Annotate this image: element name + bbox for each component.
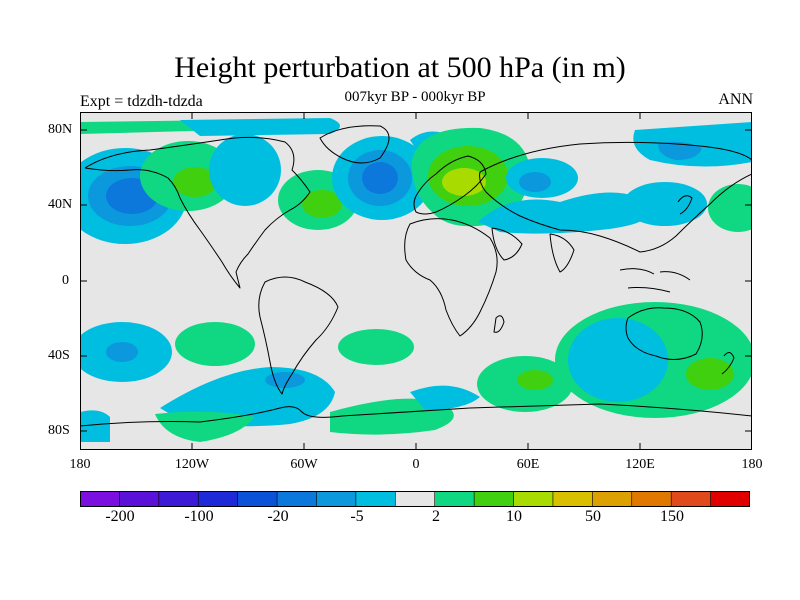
contour-fill	[175, 322, 255, 366]
contour-fill	[302, 190, 342, 218]
colorbar	[80, 491, 750, 507]
colorbar-label: -100	[184, 508, 214, 525]
contour-fill	[106, 342, 138, 362]
colorbar-swatch	[513, 491, 554, 507]
lat-label: 40N	[48, 197, 73, 212]
contour-fill	[478, 192, 652, 234]
colorbar-label: 2	[432, 508, 440, 525]
colorbar-swatch	[710, 491, 750, 507]
colorbar-swatch	[80, 491, 121, 507]
plot-title: Height perturbation at 500 hPa (in m)	[174, 51, 626, 84]
coastline-north-america	[84, 136, 311, 289]
colorbar-swatch	[434, 491, 475, 507]
coastline-new-zealand	[721, 352, 735, 375]
lat-label: 80N	[48, 122, 73, 137]
contour-fill	[180, 118, 340, 136]
contour-fill	[442, 168, 486, 196]
contour-fill	[410, 385, 480, 410]
coastline-madagascar	[493, 315, 505, 333]
colorbar-swatch	[552, 491, 593, 507]
contour-fill	[517, 370, 553, 390]
contour-fill	[658, 141, 702, 160]
coastline-arabia	[491, 227, 523, 261]
lon-label: 0	[412, 457, 420, 472]
colorbar-swatch	[473, 491, 515, 507]
colorbar-label: 50	[585, 508, 601, 525]
coastline-australia	[625, 307, 703, 360]
coastline-japan	[677, 195, 693, 215]
contour-fill	[686, 358, 734, 390]
colorbar-swatch	[276, 491, 318, 507]
lon-label: 60W	[290, 457, 318, 472]
colorbar-swatch	[158, 491, 199, 507]
colorbar-label: -20	[267, 508, 289, 525]
contour-fill	[173, 167, 217, 197]
colorbar-label: -5	[350, 508, 364, 525]
contour-fill	[80, 410, 110, 442]
lat-label: 80S	[48, 423, 70, 438]
colorbar-swatch	[316, 491, 357, 507]
colorbar-frame	[80, 491, 750, 507]
contour-fill	[155, 411, 255, 442]
contour-fill	[362, 162, 398, 194]
plot-subtitle: 007kyr BP - 000kyr BP	[344, 89, 486, 105]
colorbar-label: -200	[105, 508, 135, 525]
contour-fill	[633, 122, 752, 167]
coastline-antarctica	[80, 403, 752, 427]
colorbar-swatch	[119, 491, 160, 507]
lat-label: 40S	[48, 348, 70, 363]
colorbar-swatches	[80, 491, 750, 507]
contour-fill	[209, 134, 281, 206]
contour-fill	[519, 172, 551, 192]
colorbar-label: 10	[506, 508, 522, 525]
colorbar-swatch	[237, 491, 278, 507]
lon-label: 120W	[174, 457, 210, 472]
coastline-india	[549, 233, 575, 273]
lon-label: 60E	[516, 457, 540, 472]
coastline-africa	[404, 218, 498, 337]
colorbar-swatch	[592, 491, 633, 507]
contour-fill	[330, 398, 454, 435]
colorbar-swatch	[631, 491, 672, 507]
lon-label: 120E	[625, 457, 655, 472]
coastlines	[80, 125, 752, 427]
contour-fill	[265, 372, 305, 388]
coastline-south-america	[258, 276, 339, 395]
colorbar-swatch	[394, 491, 436, 507]
coastline-asia	[479, 141, 752, 253]
contour-fill	[338, 329, 414, 365]
map-panel	[80, 112, 752, 450]
colorbar-swatch	[197, 491, 239, 507]
contour-fill	[568, 318, 668, 402]
lat-label: 0	[62, 273, 69, 288]
anomaly-field	[80, 118, 752, 442]
colorbar-label: 150	[660, 508, 684, 525]
lon-label: 180	[69, 457, 91, 472]
coastline-europe	[413, 155, 487, 215]
coastline-greenland	[319, 125, 390, 164]
experiment-label: Expt = tdzdh-tdzda	[80, 93, 203, 110]
lon-label: 180	[741, 457, 763, 472]
coastline-indonesia	[619, 268, 691, 293]
season-label: ANN	[718, 91, 753, 108]
tick-marks	[80, 112, 752, 450]
colorbar-swatch	[670, 491, 712, 507]
contour-fill	[623, 182, 707, 226]
colorbar-swatch	[355, 491, 396, 507]
